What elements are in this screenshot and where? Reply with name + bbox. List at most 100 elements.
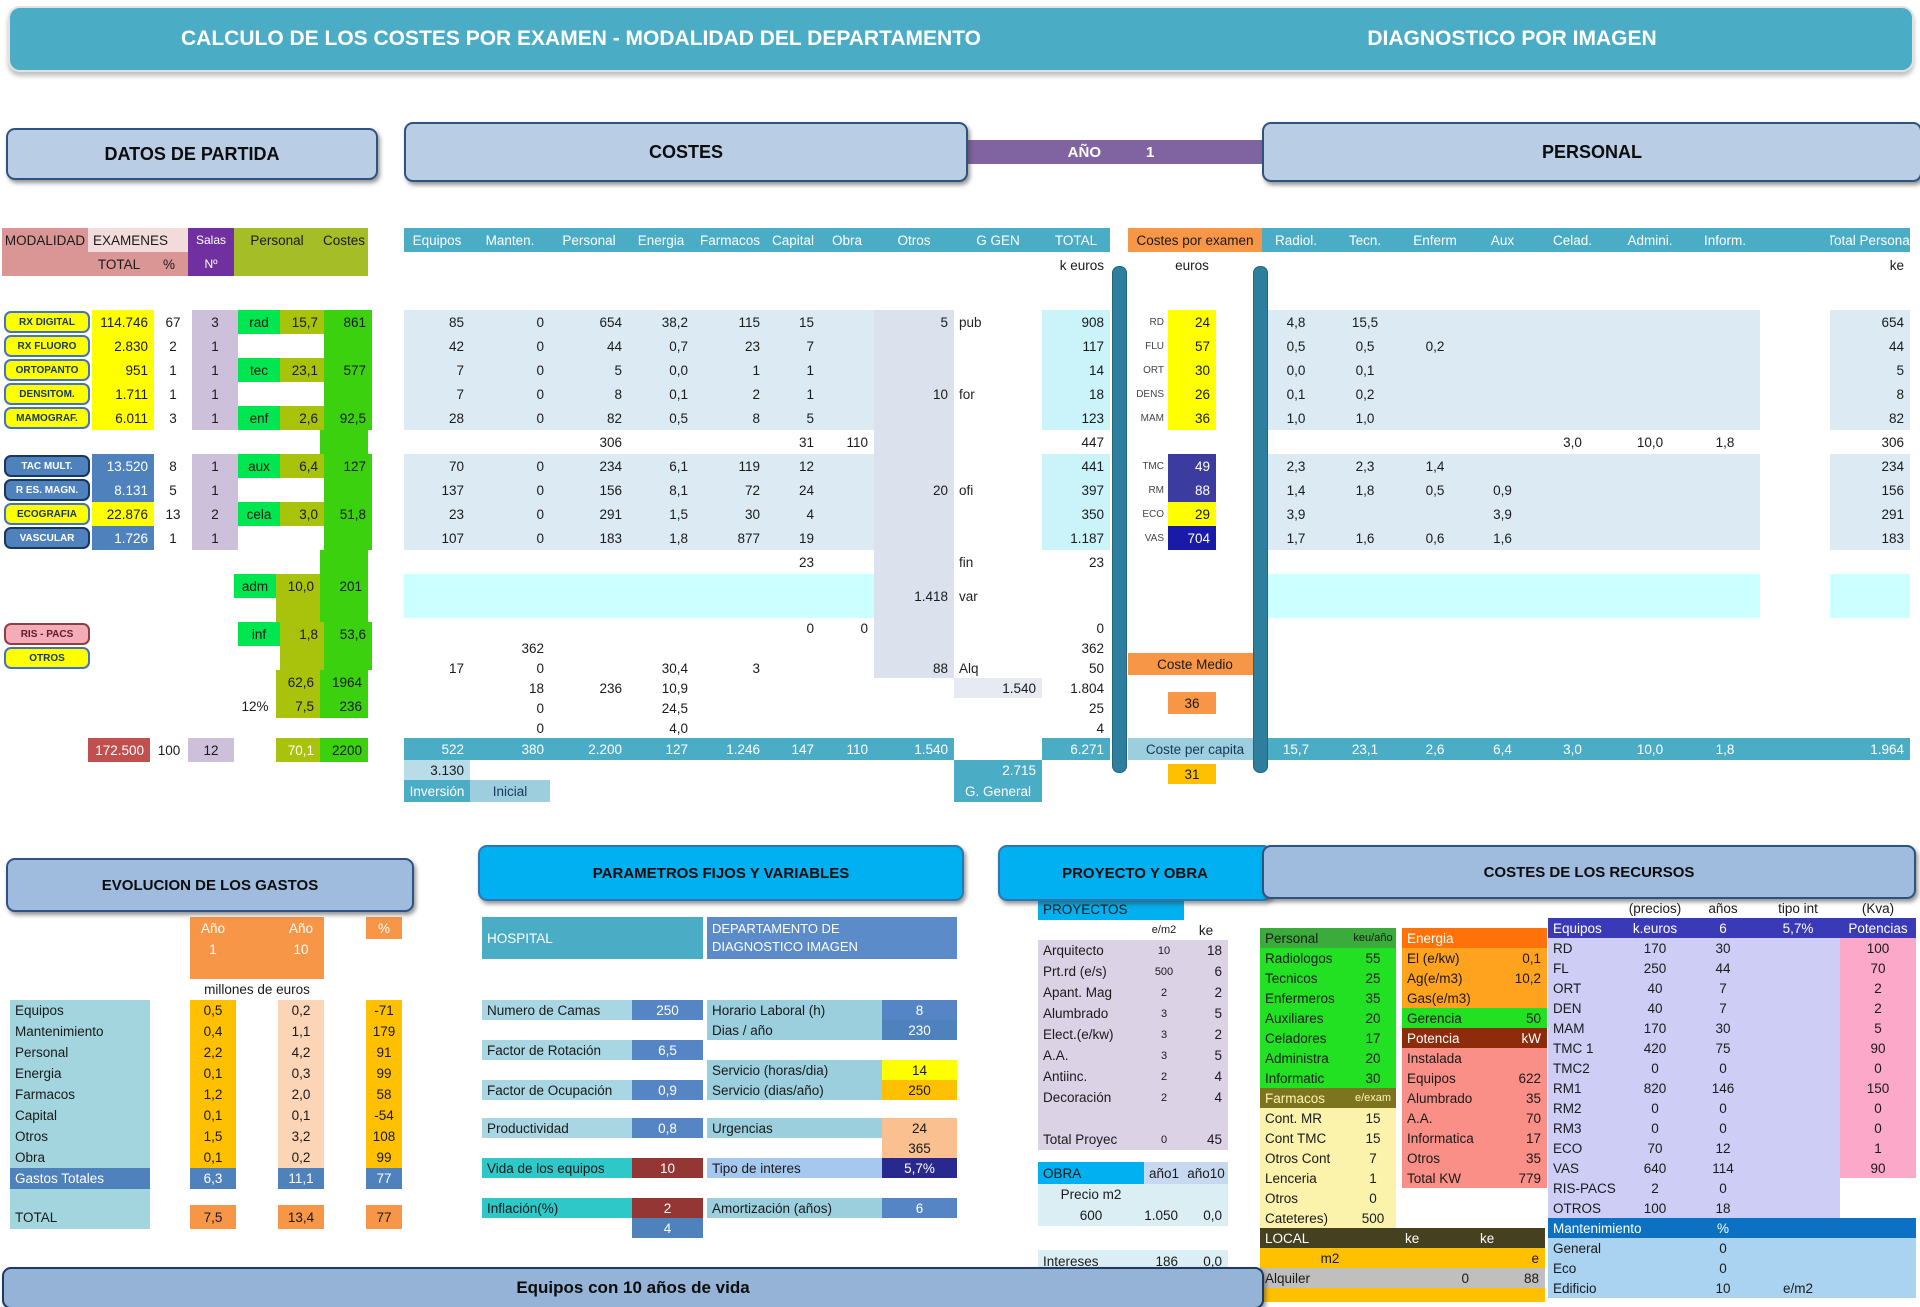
cell[interactable]: 36	[1168, 692, 1216, 714]
cell[interactable]: 0,2	[278, 1000, 324, 1021]
cell[interactable]: 18	[528, 680, 544, 696]
cell[interactable]: 0,1	[190, 1105, 236, 1126]
cell[interactable]: 6.011	[92, 406, 154, 430]
cell[interactable]: 19	[766, 526, 820, 550]
cell[interactable]: 6.271	[1042, 738, 1110, 760]
cell[interactable]: 4	[1096, 720, 1104, 736]
cell[interactable]: 2,6	[280, 406, 324, 430]
cell[interactable]: 2,6	[1400, 738, 1470, 760]
cell[interactable]: for	[959, 386, 975, 402]
cell[interactable]: 1.187	[1042, 526, 1110, 550]
cell[interactable]: 15	[1350, 1128, 1396, 1148]
cell[interactable]	[1756, 1078, 1840, 1098]
cell[interactable]: k.euros	[1620, 918, 1690, 938]
cell[interactable]	[1535, 526, 1610, 550]
cell[interactable]: 362	[1081, 640, 1104, 656]
cell[interactable]: 88	[1168, 478, 1216, 502]
cell[interactable]: 0	[1690, 1058, 1756, 1078]
cell[interactable]: 82	[550, 406, 628, 430]
cell[interactable]: 1	[192, 358, 238, 382]
cell[interactable]: 14	[1042, 358, 1110, 382]
cell[interactable]	[1610, 502, 1690, 526]
cell[interactable]: 6	[1184, 961, 1228, 982]
cell[interactable]: 8	[882, 1000, 957, 1020]
cell[interactable]: Enfermeros	[1260, 988, 1350, 1008]
cell[interactable]	[874, 638, 954, 658]
cell[interactable]: 0,2	[278, 1147, 324, 1168]
cell[interactable]: 0	[470, 406, 550, 430]
cell[interactable]	[1760, 228, 1830, 252]
cell[interactable]: 88	[1475, 1268, 1545, 1288]
cell[interactable]: Inicial	[470, 780, 550, 802]
cell[interactable]: 7	[766, 334, 820, 358]
cell[interactable]	[1038, 1108, 1228, 1129]
cell[interactable]: 26	[1168, 382, 1216, 406]
cell[interactable]	[1756, 1238, 1916, 1258]
cell[interactable]: 10	[632, 1158, 703, 1178]
cell[interactable]: Alquiler	[1260, 1268, 1400, 1288]
cell[interactable]: 1,5	[190, 1126, 236, 1147]
cell[interactable]	[1470, 310, 1535, 334]
cell[interactable]: 0,5	[1330, 334, 1400, 358]
cell[interactable]: 10,0	[276, 574, 320, 598]
cell[interactable]	[1690, 334, 1760, 358]
cell[interactable]: cela	[238, 502, 280, 526]
cell[interactable]: fin	[959, 554, 974, 570]
cell[interactable]: 23	[798, 554, 814, 570]
cell[interactable]	[1690, 406, 1760, 430]
cell[interactable]: 3,2	[278, 1126, 324, 1147]
cell[interactable]	[1756, 1218, 1916, 1238]
cell[interactable]: 183	[1830, 526, 1910, 550]
cell[interactable]: 1,8	[1715, 434, 1735, 450]
cell[interactable]: Equipos	[1402, 1068, 1500, 1088]
cell[interactable]: 20	[1350, 1008, 1396, 1028]
cell[interactable]: 12	[188, 738, 234, 762]
cell[interactable]: 72	[694, 478, 766, 502]
cell[interactable]: Cateteres)	[1260, 1208, 1350, 1228]
cell[interactable]: Numero de Camas	[482, 1000, 632, 1020]
cell[interactable]: 0,5	[628, 406, 694, 430]
cell[interactable]: 0	[1840, 1058, 1916, 1078]
cell[interactable]: 0	[470, 502, 550, 526]
cell[interactable]: %	[366, 917, 402, 939]
cell[interactable]: 0,3	[278, 1063, 324, 1084]
cell[interactable]: 146	[1690, 1078, 1756, 1098]
cell[interactable]: 500	[1350, 1208, 1396, 1228]
cell[interactable]: 15,7	[1262, 738, 1330, 760]
cell[interactable]: Otros	[1402, 1148, 1500, 1168]
cell[interactable]	[820, 406, 874, 430]
cell[interactable]: 1,6	[1330, 526, 1400, 550]
cell[interactable]: PROYECTOS	[1038, 899, 1184, 920]
cell[interactable]: Lenceria	[1260, 1168, 1350, 1188]
cell[interactable]: 1964	[320, 670, 368, 694]
cell[interactable]: Mantenimiento	[10, 1021, 150, 1042]
cell[interactable]: m2	[1260, 1248, 1400, 1268]
cell[interactable]: 306	[599, 434, 622, 450]
cell[interactable]: VAS	[1548, 1158, 1620, 1178]
cell[interactable]: ECO	[1548, 1138, 1620, 1158]
cell[interactable]: 0	[1350, 1188, 1396, 1208]
cell[interactable]: 3.130	[404, 760, 470, 780]
cell[interactable]: 1	[192, 406, 238, 430]
cell[interactable]: 20	[1350, 1048, 1396, 1068]
cell[interactable]: 24,5	[661, 700, 688, 716]
cell[interactable]: 1.540	[874, 738, 954, 760]
cell[interactable]	[320, 430, 368, 454]
cell[interactable]: 2	[1144, 982, 1184, 1003]
cell[interactable]: 17	[448, 660, 464, 676]
cell[interactable]: FLU	[1145, 340, 1164, 352]
cell[interactable]: G. General	[954, 780, 1042, 802]
cell[interactable]: Factor de Ocupación	[482, 1080, 632, 1100]
cell[interactable]: 110	[846, 434, 868, 450]
cell[interactable]: 24	[766, 478, 820, 502]
cell[interactable]	[1756, 1118, 1840, 1138]
cell[interactable]: Radiologos	[1260, 948, 1350, 968]
cell[interactable]: Otros Cont	[1260, 1148, 1350, 1168]
cell[interactable]: 8	[1830, 382, 1910, 406]
cell[interactable]: 10,9	[661, 680, 688, 696]
cell[interactable]	[1610, 406, 1690, 430]
cell[interactable]: 5	[1830, 358, 1910, 382]
cell[interactable]: 1,5	[628, 502, 694, 526]
cell[interactable]: 4,2	[278, 1042, 324, 1063]
cell[interactable]: TOTAL	[88, 252, 150, 276]
